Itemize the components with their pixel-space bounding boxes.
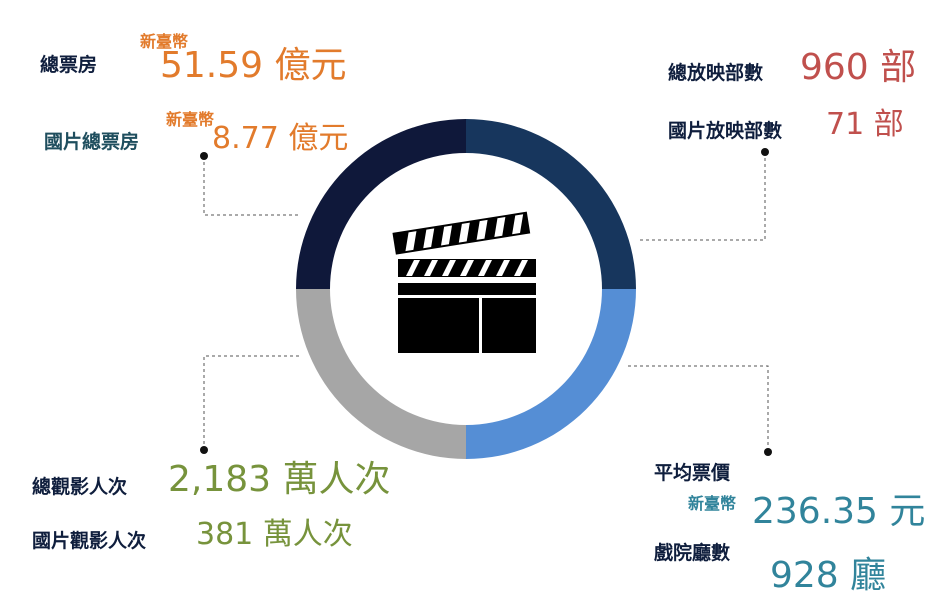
total-admissions-value: 2,183 萬人次 (168, 459, 391, 500)
avg-ticket-price-value: 236.35 元 (752, 491, 926, 532)
domestic-box-office-label: 國片總票房 (44, 131, 140, 153)
domestic-box-office-currency: 新臺幣 (166, 110, 215, 129)
domestic-films-value: 71 部 (826, 107, 904, 142)
screens-value: 928 廳 (770, 555, 887, 596)
total-box-office-value: 51.59 億元 (160, 45, 347, 86)
domestic-admissions-value: 381 萬人次 (196, 517, 353, 552)
ring-segment-top-right (466, 119, 636, 289)
total-films-value: 960 部 (800, 47, 917, 88)
total-films-label: 總放映部數 (668, 62, 764, 84)
total-admissions-label: 總觀影人次 (32, 476, 128, 498)
total-box-office-label: 總票房 (40, 54, 98, 76)
clapperboard-icon (392, 211, 536, 353)
avg-ticket-price-label: 平均票價 (654, 462, 731, 484)
connector-dots (200, 148, 772, 456)
ring-segment-top-left (296, 119, 466, 289)
domestic-box-office-value: 8.77 億元 (212, 121, 349, 156)
screens-label: 戲院廳數 (654, 542, 731, 564)
domestic-films-label: 國片放映部數 (668, 120, 783, 142)
ring-segment-bottom-left (296, 289, 466, 459)
connector-lines (203, 152, 769, 452)
total-box-office-currency: 新臺幣 (140, 32, 189, 51)
domestic-admissions-label: 國片觀影人次 (32, 530, 147, 552)
avg-ticket-price-currency: 新臺幣 (688, 494, 737, 513)
ring-segment-bottom-right (466, 289, 636, 459)
